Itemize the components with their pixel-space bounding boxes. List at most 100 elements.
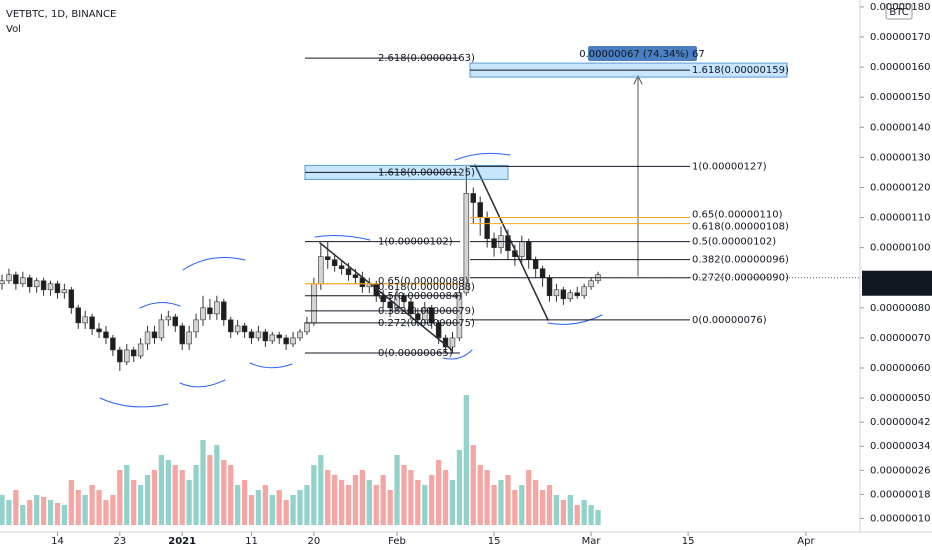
x-tick-label: Mar (582, 536, 602, 547)
volume-bar (221, 460, 227, 525)
volume-bar (352, 475, 359, 525)
fib-label: 0.272(0.00000075) (378, 318, 475, 329)
fib-label: 0.272(0.00000090) (692, 273, 789, 284)
fib-label: 0.618(0.00000088) (378, 282, 475, 293)
volume-bar (235, 485, 241, 525)
candle-body (75, 307, 81, 324)
y-tick-label: 0.00000180 (870, 2, 930, 13)
y-tick-label: 0.00000110 (870, 213, 930, 224)
candle-body (567, 292, 574, 300)
volume-bar (54, 503, 61, 525)
volume-bar (193, 465, 199, 525)
volume-bar (207, 455, 213, 525)
candle-body (151, 331, 158, 339)
candle-body (338, 265, 345, 270)
volume-bar (311, 465, 317, 525)
fib-label: 0(0.00000076) (692, 315, 767, 326)
volume-bar (186, 480, 192, 525)
volume-bar (276, 490, 282, 525)
candle-body (124, 349, 130, 363)
volume-bar (422, 485, 428, 525)
y-tick-label: 0.00000120 (870, 182, 930, 193)
volume-bar (408, 470, 414, 525)
volume-bar (435, 460, 442, 525)
candle-body (408, 301, 414, 315)
candle-body (89, 316, 95, 330)
fib-label: 1.618(0.00000159) (692, 65, 789, 76)
candle-body (0, 280, 5, 285)
volume-bar (345, 485, 352, 525)
x-tick-label: 15 (682, 536, 695, 547)
fib-label: 2.618(0.00000163) (378, 53, 475, 64)
volume-bar (248, 495, 255, 525)
x-tick-label: 2021 (168, 536, 196, 547)
volume-bar (546, 485, 553, 525)
volume-bar (387, 490, 393, 525)
drawings (99, 74, 643, 408)
candle-body (415, 313, 421, 321)
volume-bar (588, 505, 594, 525)
y-tick-label: 0.00000150 (870, 92, 930, 103)
currency-badge: BTC (889, 7, 908, 18)
volume-bar (158, 455, 165, 525)
volume-bar (526, 470, 532, 525)
candle-body (40, 280, 47, 291)
candle-body (345, 268, 352, 276)
volume-bar (96, 490, 102, 525)
fib-label: 1.618(0.00000125) (378, 167, 475, 178)
chart-title: VETBTC, 1D, BINANCE (6, 9, 116, 20)
volume-bar (332, 475, 338, 525)
fib-label: 0.382(0.00000096) (692, 255, 789, 266)
candle-body (33, 280, 40, 288)
candle-body (262, 331, 269, 342)
volume-bar (40, 497, 47, 525)
volume-bar (560, 500, 567, 525)
candle-body (13, 274, 19, 285)
candle-body (172, 316, 178, 327)
curve-arrow (249, 362, 293, 369)
fib-label: 0(0.00000065) (378, 348, 453, 359)
candle-body (449, 337, 456, 348)
volume-bar (117, 470, 123, 525)
x-tick-label: 14 (51, 536, 64, 547)
candle-body (463, 193, 470, 294)
candle-body (179, 325, 185, 345)
curve-arrow (182, 257, 246, 271)
candle-body (103, 331, 109, 339)
volume-bar (68, 480, 74, 525)
volume-bar (228, 465, 234, 525)
candle-body (68, 289, 75, 309)
y-tick-label: 0.00000140 (870, 122, 930, 133)
candle-body (352, 274, 359, 279)
volume-bar (144, 475, 151, 525)
volume-bar (519, 485, 525, 525)
x-tick-label: Feb (388, 536, 406, 547)
candle-body (297, 331, 303, 339)
candle-body (255, 331, 262, 339)
candle-body (581, 286, 587, 297)
volume-bar (304, 485, 310, 525)
volume-bar (533, 480, 539, 525)
candle-body (193, 319, 199, 333)
candle-body (110, 337, 116, 351)
volume-bar (165, 460, 171, 525)
candle-body (276, 334, 282, 339)
volume-bar (373, 485, 379, 525)
fib-label: 0.65(0.00000088) (378, 276, 469, 287)
volume-bar (325, 470, 331, 525)
candle-body (477, 202, 483, 218)
volume-bar (75, 490, 81, 525)
volume-bar (429, 475, 435, 525)
y-tick-label: 0.00000010 (870, 513, 930, 524)
volume-bar (241, 480, 248, 525)
countdown: 02:34:21 (872, 284, 917, 295)
candle-body (283, 337, 289, 345)
volume-bar (574, 505, 580, 525)
fib-label: 1(0.00000102) (378, 237, 453, 248)
volume-bar (491, 485, 497, 525)
volume-label: Vol (6, 24, 21, 35)
volume-bar (498, 480, 504, 525)
candle-body (422, 307, 428, 321)
candle-body (325, 256, 331, 260)
